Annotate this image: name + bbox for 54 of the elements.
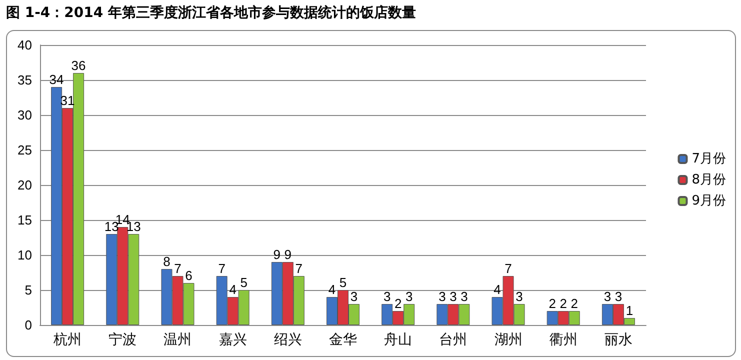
data-label: 3 [350, 289, 358, 304]
data-label: 34 [49, 72, 64, 87]
legend-label: 9月份 [692, 194, 726, 208]
data-label: 9 [284, 247, 292, 262]
x-tick-label: 宁波 [108, 332, 137, 348]
x-tick-label: 温州 [164, 332, 192, 348]
data-label: 3 [460, 289, 468, 304]
y-tick-label: 35 [18, 72, 32, 88]
y-tick-label: 0 [24, 318, 32, 332]
y-tick-label: 40 [18, 38, 32, 52]
data-label: 9 [273, 247, 281, 262]
data-label: 13 [104, 219, 119, 234]
data-label: 4 [328, 282, 336, 297]
y-tick-label: 5 [24, 282, 32, 298]
data-label: 8 [163, 254, 170, 269]
data-label: 4 [494, 282, 501, 297]
data-label: 2 [394, 296, 402, 311]
x-tick-label: 舟山 [384, 332, 412, 348]
data-label: 3 [438, 289, 446, 304]
data-label: 6 [185, 268, 192, 283]
data-label: 36 [71, 58, 86, 73]
y-tick-label: 25 [18, 142, 32, 158]
data-label: 2 [560, 296, 567, 311]
legend-label: 7月份 [692, 152, 726, 166]
data-label: 4 [229, 282, 236, 297]
data-label: 2 [548, 296, 556, 311]
x-tick-label: 台州 [439, 332, 468, 348]
y-tick-label: 20 [18, 178, 32, 192]
data-label: 1 [626, 303, 634, 318]
y-tick-label: 30 [18, 108, 32, 122]
data-label: 5 [339, 275, 347, 290]
data-label: 3 [516, 289, 523, 304]
x-tick-label: 衢州 [549, 332, 578, 348]
y-tick-label: 15 [18, 212, 32, 228]
data-label: 7 [174, 261, 182, 276]
data-label: 7 [218, 261, 226, 276]
x-tick-label: 嘉兴 [218, 332, 247, 348]
x-tick-label: 丽水 [604, 332, 632, 348]
data-label: 2 [570, 296, 578, 311]
x-tick-label: 绍兴 [274, 332, 302, 348]
x-tick-label: 金华 [329, 332, 357, 348]
data-label: 7 [504, 261, 512, 276]
x-tick-label: 杭州 [52, 332, 82, 348]
data-label: 3 [450, 289, 457, 304]
data-label: 3 [405, 289, 413, 304]
data-label: 3 [614, 289, 622, 304]
y-tick-label: 10 [18, 248, 32, 262]
legend-label: 8月份 [692, 172, 726, 188]
data-label: 3 [604, 289, 612, 304]
chart-title: 图 1-4：2014 年第三季度浙江省各地市参与数据统计的饭店数量 [6, 4, 416, 22]
data-label: 7 [295, 261, 303, 276]
data-label: 5 [240, 275, 248, 290]
data-label: 3 [383, 289, 391, 304]
x-tick-label: 湖州 [494, 332, 522, 348]
